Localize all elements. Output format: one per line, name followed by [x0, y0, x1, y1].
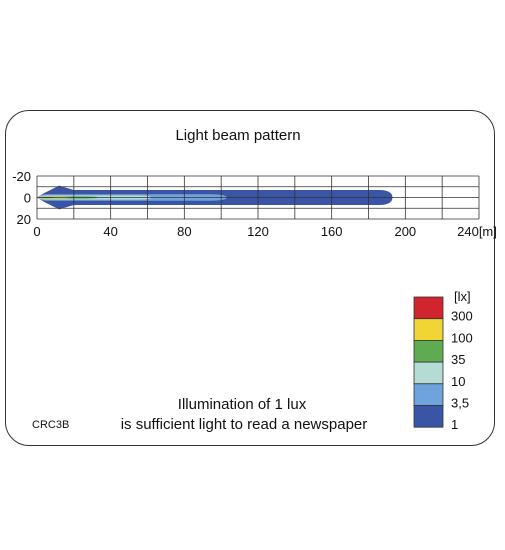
x-tick-label: 0 [33, 224, 40, 239]
chart-card [5, 110, 495, 446]
legend-swatch [413, 405, 444, 428]
legend-unit: [lx] [454, 289, 471, 304]
code-label: CRC3B [32, 419, 69, 431]
legend-swatch [413, 361, 444, 385]
x-tick-label: 240[m] [457, 224, 497, 239]
legend-label: 100 [451, 330, 473, 345]
legend-swatch [413, 383, 444, 406]
legend-label: 10 [451, 374, 465, 389]
x-tick-label: 40 [103, 224, 117, 239]
x-tick-label: 200 [394, 224, 416, 239]
y-tick-label: 20 [17, 212, 31, 227]
legend-swatch [413, 318, 444, 341]
legend-label: 300 [451, 309, 473, 324]
legend-label: 3,5 [451, 396, 469, 411]
chart-title: Light beam pattern [175, 127, 300, 144]
legend: [lx] 300 100 35 10 3,5 1 [413, 289, 473, 432]
legend-swatch [413, 339, 444, 363]
y-tick-label: -20 [12, 169, 31, 184]
x-tick-label: 160 [321, 224, 343, 239]
x-tick-label: 120 [247, 224, 269, 239]
x-tick-label: 80 [177, 224, 191, 239]
plot-area [36, 175, 480, 220]
caption-line-1: Illumination of 1 lux [178, 396, 307, 413]
legend-label: 35 [451, 352, 465, 367]
caption-line-2: is sufficient light to read a newspaper [121, 416, 368, 433]
y-tick-label: 0 [24, 191, 31, 206]
legend-label: 1 [451, 417, 458, 432]
legend-swatch [413, 296, 444, 320]
